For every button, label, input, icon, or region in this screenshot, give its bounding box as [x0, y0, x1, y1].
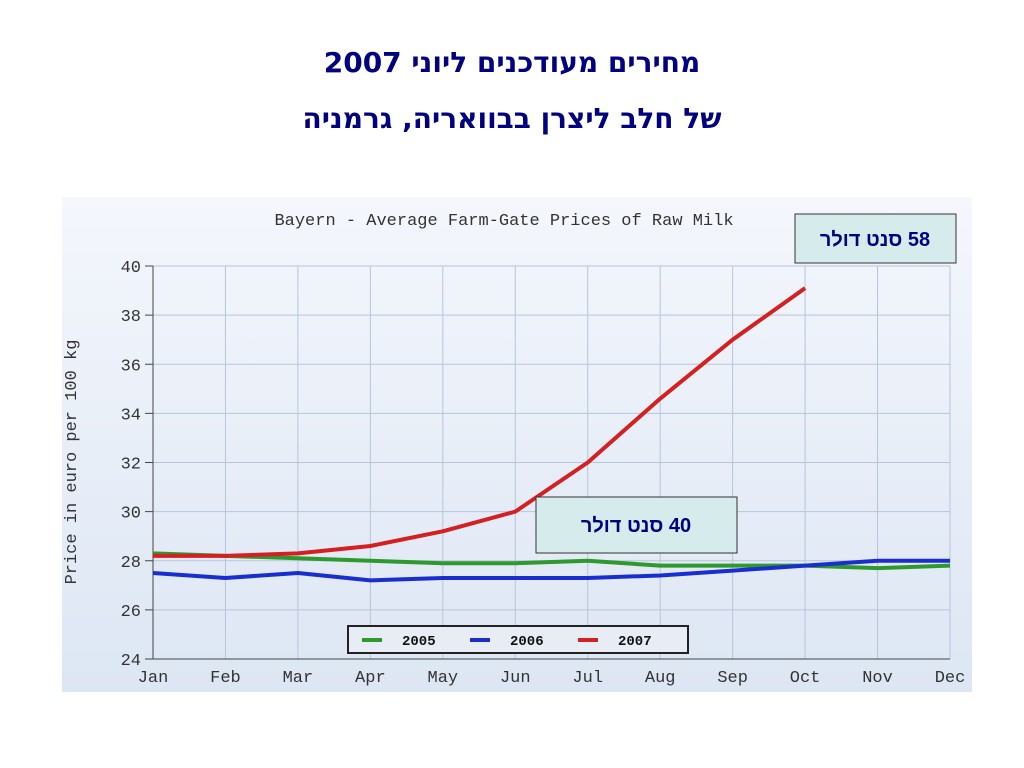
- series-line: [153, 286, 807, 558]
- y-tick-label: 38: [121, 308, 141, 327]
- x-tick-label: Jan: [138, 669, 169, 688]
- y-tick-label: 28: [121, 554, 141, 573]
- chart-background: [62, 197, 972, 692]
- y-tick-label: 32: [121, 456, 141, 475]
- series-line: [152, 558, 950, 583]
- x-tick-label: Aug: [645, 669, 676, 688]
- annotation-box: [535, 496, 738, 554]
- chart-title: Bayern - Average Farm-Gate Prices of Raw…: [274, 212, 733, 231]
- slide-title: של חלב ליצרן בבוואריה, גרמניה: [303, 102, 722, 135]
- x-tick-label: Mar: [283, 669, 314, 688]
- x-tick-label: Sep: [717, 669, 748, 688]
- y-tick-label: 40: [121, 259, 141, 278]
- plot: 24 26 28 30 32 34 36 38 40 Jan Feb Mar Apr May Jun Jul A…: [121, 259, 966, 688]
- y-tick-label: 26: [121, 603, 141, 622]
- y-tick-label: 24: [121, 652, 141, 671]
- x-tick-label: May: [428, 669, 459, 688]
- annotation: 40 סנט דולר: [581, 515, 691, 537]
- legend-items: 2005 2006 2007: [362, 634, 652, 650]
- legend-label: 2005: [402, 634, 436, 650]
- y-axis-label: Price in euro per 100 kg: [63, 340, 82, 585]
- slide-title: מחירים מעודכנים ליוני 2007: [324, 46, 701, 79]
- legend-label: 2006: [510, 634, 544, 650]
- x-tick-label: Jul: [572, 669, 603, 688]
- x-tick-label: Feb: [210, 669, 241, 688]
- x-tick-label: Apr: [355, 669, 386, 688]
- x-tick-label: Oct: [790, 669, 821, 688]
- x-tick-label: Dec: [935, 669, 966, 688]
- y-tick-label: 36: [121, 357, 141, 376]
- legend: [347, 625, 689, 654]
- y-tick-label: 34: [121, 406, 141, 425]
- annotation-box: [794, 213, 957, 264]
- x-tick-label: Jun: [500, 669, 531, 688]
- annotation: 58 סנט דולר: [820, 229, 930, 251]
- x-tick-label: Nov: [862, 669, 893, 688]
- y-tick-label: 30: [121, 505, 141, 524]
- legend-label: 2007: [618, 634, 652, 650]
